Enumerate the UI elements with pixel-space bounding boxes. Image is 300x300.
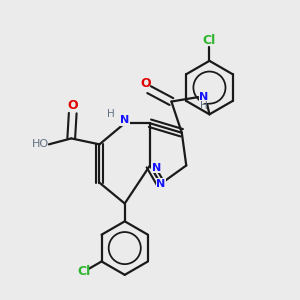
Text: N: N [200,92,209,102]
Text: O: O [68,99,78,112]
Text: N: N [156,179,165,189]
Text: N: N [120,115,129,125]
Text: O: O [141,77,152,90]
Text: N: N [152,163,161,173]
Text: H: H [200,101,208,111]
Text: Cl: Cl [203,34,216,46]
Text: HO: HO [32,140,49,149]
Text: H: H [106,109,114,119]
Text: Cl: Cl [77,266,90,278]
